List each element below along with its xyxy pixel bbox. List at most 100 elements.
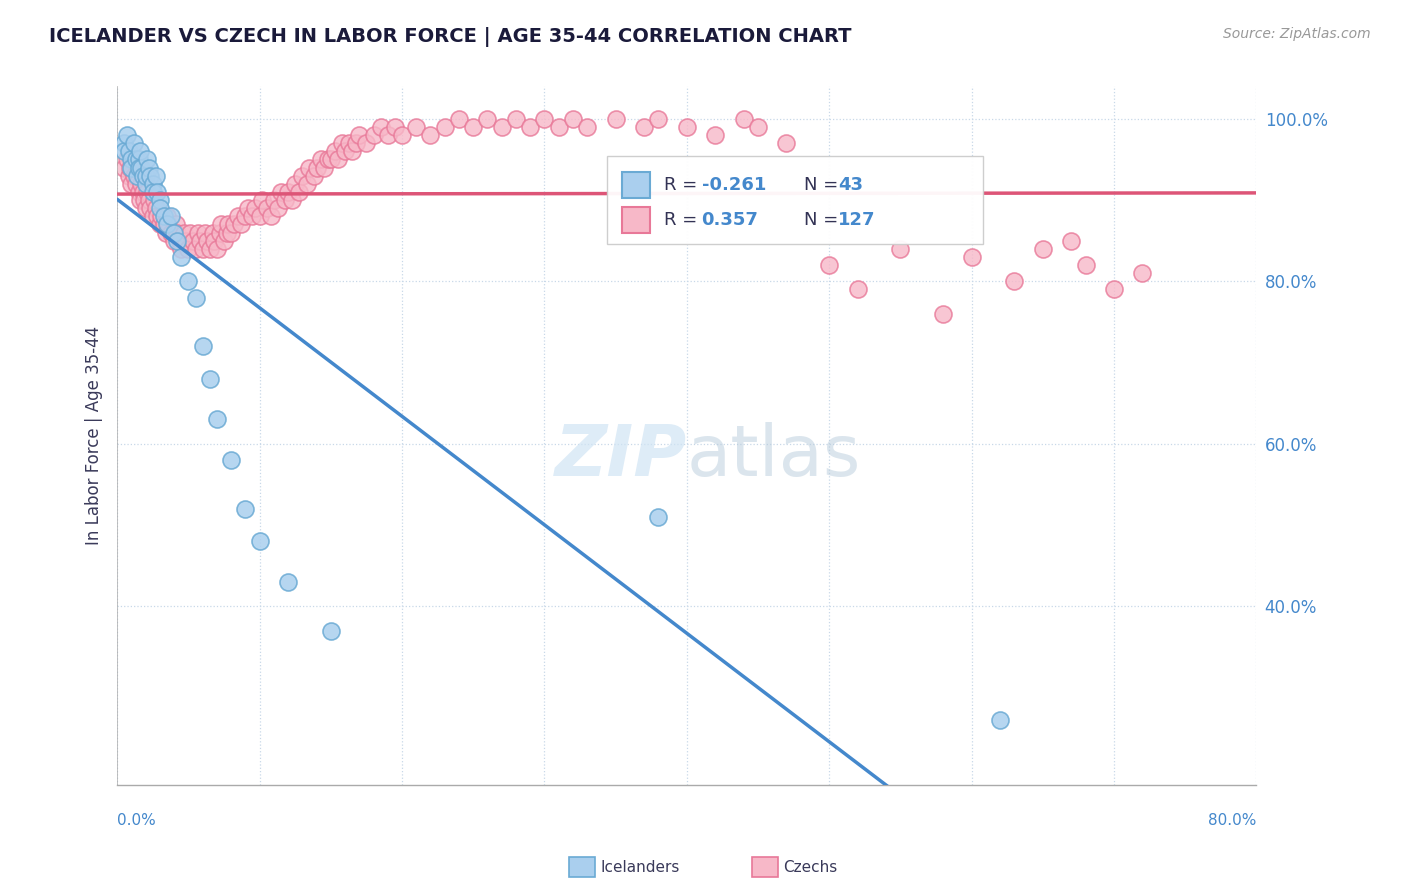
Point bbox=[605, 112, 627, 126]
Point bbox=[291, 169, 314, 183]
Point bbox=[252, 193, 274, 207]
Text: N =: N = bbox=[804, 176, 844, 194]
Point bbox=[142, 177, 165, 191]
Point bbox=[177, 242, 200, 256]
Point bbox=[184, 291, 207, 305]
Text: R =: R = bbox=[664, 176, 703, 194]
Point bbox=[112, 145, 135, 159]
Point bbox=[1060, 234, 1083, 248]
Point bbox=[194, 226, 217, 240]
Point bbox=[124, 136, 146, 151]
Point bbox=[125, 177, 148, 191]
Point bbox=[889, 242, 911, 256]
Point bbox=[477, 112, 499, 126]
Point bbox=[284, 177, 307, 191]
Point bbox=[163, 226, 186, 240]
Point bbox=[205, 242, 228, 256]
Point bbox=[120, 153, 142, 167]
Point bbox=[188, 234, 211, 248]
Point bbox=[149, 201, 172, 215]
Point bbox=[142, 210, 165, 224]
Point bbox=[215, 226, 238, 240]
Point bbox=[181, 234, 204, 248]
Point bbox=[312, 161, 335, 175]
Point bbox=[302, 169, 325, 183]
Point bbox=[160, 226, 183, 240]
Point bbox=[491, 120, 513, 134]
Text: Czechs: Czechs bbox=[783, 860, 838, 874]
Point bbox=[519, 120, 541, 134]
Point bbox=[160, 210, 183, 224]
Point bbox=[377, 128, 399, 142]
Point bbox=[316, 153, 339, 167]
Point bbox=[547, 120, 569, 134]
Point bbox=[222, 218, 245, 232]
Point bbox=[363, 128, 385, 142]
Point bbox=[131, 161, 153, 175]
Point bbox=[128, 153, 150, 167]
Point bbox=[128, 161, 150, 175]
Point bbox=[960, 250, 983, 264]
Point bbox=[340, 145, 363, 159]
Point bbox=[249, 534, 271, 549]
Point bbox=[112, 161, 135, 175]
Point bbox=[533, 112, 555, 126]
Point bbox=[142, 185, 165, 199]
Point bbox=[505, 112, 527, 126]
Point bbox=[155, 226, 177, 240]
Point bbox=[127, 169, 149, 183]
Point bbox=[576, 120, 599, 134]
Point bbox=[447, 112, 470, 126]
Point bbox=[139, 169, 162, 183]
Point bbox=[145, 201, 167, 215]
Point bbox=[187, 226, 209, 240]
Point bbox=[256, 201, 278, 215]
Point bbox=[198, 372, 221, 386]
Point bbox=[370, 120, 392, 134]
Point bbox=[330, 136, 353, 151]
Y-axis label: In Labor Force | Age 35-44: In Labor Force | Age 35-44 bbox=[86, 326, 103, 545]
Text: N =: N = bbox=[804, 211, 844, 228]
Point bbox=[323, 145, 346, 159]
Point bbox=[647, 509, 669, 524]
Point bbox=[270, 185, 292, 199]
Text: 43: 43 bbox=[838, 176, 863, 194]
Point bbox=[305, 161, 328, 175]
Point bbox=[704, 128, 727, 142]
Point bbox=[170, 242, 193, 256]
Text: ICELANDER VS CZECH IN LABOR FORCE | AGE 35-44 CORRELATION CHART: ICELANDER VS CZECH IN LABOR FORCE | AGE … bbox=[49, 27, 852, 46]
Point bbox=[135, 201, 157, 215]
Point bbox=[263, 193, 285, 207]
Point bbox=[295, 177, 318, 191]
Point bbox=[405, 120, 427, 134]
Point bbox=[132, 169, 155, 183]
Point bbox=[166, 234, 188, 248]
Point bbox=[191, 339, 214, 353]
Point bbox=[135, 177, 157, 191]
Text: 0.357: 0.357 bbox=[702, 211, 758, 228]
Point bbox=[132, 185, 155, 199]
Point bbox=[298, 161, 321, 175]
Point bbox=[169, 234, 191, 248]
Point bbox=[202, 234, 225, 248]
Point bbox=[191, 242, 214, 256]
Point bbox=[219, 226, 242, 240]
Point bbox=[337, 136, 360, 151]
Point bbox=[1132, 266, 1154, 280]
Text: 127: 127 bbox=[838, 211, 876, 228]
Point bbox=[156, 218, 179, 232]
Point bbox=[1074, 258, 1097, 272]
Point bbox=[112, 136, 135, 151]
Point bbox=[153, 210, 176, 224]
Point bbox=[229, 218, 252, 232]
Point bbox=[349, 128, 371, 142]
Point bbox=[118, 161, 141, 175]
Point bbox=[384, 120, 406, 134]
Point bbox=[129, 193, 152, 207]
Point bbox=[1002, 274, 1025, 288]
Point bbox=[139, 201, 162, 215]
Point bbox=[235, 210, 257, 224]
Point bbox=[165, 218, 187, 232]
Point bbox=[932, 307, 955, 321]
Text: ZIP: ZIP bbox=[554, 422, 686, 491]
